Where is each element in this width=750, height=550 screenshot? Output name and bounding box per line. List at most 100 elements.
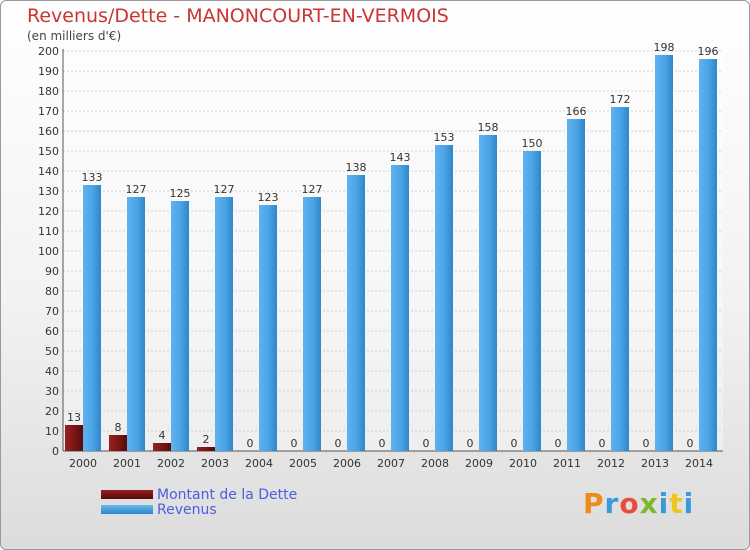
y-tick-label: 170 bbox=[38, 105, 59, 118]
x-tick-label: 2003 bbox=[201, 457, 229, 470]
x-tick-label: 2008 bbox=[421, 457, 449, 470]
data-label-revenus: 143 bbox=[390, 151, 411, 164]
logo-letter: t bbox=[669, 487, 684, 520]
y-tick-label: 40 bbox=[45, 365, 59, 378]
x-tick-label: 2013 bbox=[641, 457, 669, 470]
data-label-revenus: 125 bbox=[170, 187, 191, 200]
bar-dette bbox=[197, 447, 215, 451]
x-tick-label: 2005 bbox=[289, 457, 317, 470]
data-label-dette: 8 bbox=[115, 421, 122, 434]
legend-label-revenus: Revenus bbox=[157, 501, 217, 518]
data-label-revenus: 133 bbox=[82, 171, 103, 184]
x-tick-label: 2000 bbox=[69, 457, 97, 470]
chart-title: Revenus/Dette - MANONCOURT-EN-VERMOIS bbox=[27, 5, 449, 27]
data-label-dette: 0 bbox=[467, 437, 474, 450]
x-tick-label: 2012 bbox=[597, 457, 625, 470]
y-tick-label: 150 bbox=[38, 145, 59, 158]
data-label-dette: 0 bbox=[423, 437, 430, 450]
x-tick-label: 2002 bbox=[157, 457, 185, 470]
data-label-revenus: 127 bbox=[214, 183, 235, 196]
y-tick-label: 100 bbox=[38, 245, 59, 258]
legend-label-dette: Montant de la Dette bbox=[157, 486, 298, 503]
data-label-dette: 2 bbox=[203, 433, 210, 446]
x-tick-label: 2001 bbox=[113, 457, 141, 470]
y-tick-label: 90 bbox=[45, 265, 59, 278]
data-label-revenus: 150 bbox=[522, 137, 543, 150]
y-tick-label: 70 bbox=[45, 305, 59, 318]
legend-item-dette: Montant de la Dette bbox=[101, 486, 298, 503]
data-label-revenus: 127 bbox=[302, 183, 323, 196]
data-label-dette: 0 bbox=[511, 437, 518, 450]
logo-text: Proxiti bbox=[583, 487, 694, 520]
bar-dette bbox=[109, 435, 127, 451]
x-tick-label: 2010 bbox=[509, 457, 537, 470]
bar-revenus bbox=[347, 175, 365, 451]
data-label-revenus: 166 bbox=[566, 105, 587, 118]
bar-revenus bbox=[171, 201, 189, 451]
x-tick-label: 2011 bbox=[553, 457, 581, 470]
logo-letter: x bbox=[639, 487, 659, 520]
y-tick-label: 120 bbox=[38, 205, 59, 218]
data-label-revenus: 127 bbox=[126, 183, 147, 196]
y-tick-label: 50 bbox=[45, 345, 59, 358]
y-tick-label: 180 bbox=[38, 85, 59, 98]
legend-swatch-revenus bbox=[101, 505, 153, 514]
y-tick-label: 130 bbox=[38, 185, 59, 198]
bar-dette bbox=[65, 425, 83, 451]
bar-revenus bbox=[259, 205, 277, 451]
x-tick-label: 2007 bbox=[377, 457, 405, 470]
proxiti-logo: Proxiti bbox=[583, 487, 694, 520]
logo-letter: P bbox=[583, 487, 605, 520]
y-tick-label: 30 bbox=[45, 385, 59, 398]
x-tick-label: 2009 bbox=[465, 457, 493, 470]
logo-letter: o bbox=[619, 487, 640, 520]
bar-revenus bbox=[303, 197, 321, 451]
data-label-dette: 0 bbox=[643, 437, 650, 450]
data-label-revenus: 153 bbox=[434, 131, 455, 144]
bar-revenus bbox=[699, 59, 717, 451]
bar-dette bbox=[153, 443, 171, 451]
y-tick-label: 140 bbox=[38, 165, 59, 178]
y-tick-label: 200 bbox=[38, 45, 59, 58]
y-tick-label: 0 bbox=[52, 445, 59, 458]
data-label-revenus: 172 bbox=[610, 93, 631, 106]
data-label-dette: 4 bbox=[159, 429, 166, 442]
y-tick-label: 190 bbox=[38, 65, 59, 78]
y-tick-label: 60 bbox=[45, 325, 59, 338]
y-tick-label: 10 bbox=[45, 425, 59, 438]
data-label-dette: 0 bbox=[247, 437, 254, 450]
bar-revenus bbox=[523, 151, 541, 451]
chart-subtitle: (en milliers d'€) bbox=[27, 29, 122, 43]
data-label-dette: 0 bbox=[291, 437, 298, 450]
y-tick-label: 80 bbox=[45, 285, 59, 298]
logo-letter: i bbox=[658, 487, 670, 520]
legend: Montant de la Dette Revenus bbox=[101, 486, 298, 518]
data-label-dette: 0 bbox=[555, 437, 562, 450]
legend-swatch-dette bbox=[101, 490, 153, 499]
bar-revenus bbox=[479, 135, 497, 451]
bar-revenus bbox=[611, 107, 629, 451]
bar-revenus bbox=[567, 119, 585, 451]
x-tick-label: 2014 bbox=[685, 457, 713, 470]
data-label-dette: 0 bbox=[379, 437, 386, 450]
data-label-revenus: 158 bbox=[478, 121, 499, 134]
bar-revenus bbox=[391, 165, 409, 451]
legend-item-revenus: Revenus bbox=[101, 501, 297, 518]
x-tick-label: 2006 bbox=[333, 457, 361, 470]
logo-letter: i bbox=[683, 487, 695, 520]
data-label-revenus: 138 bbox=[346, 161, 367, 174]
data-label-dette: 13 bbox=[67, 411, 81, 424]
bar-revenus bbox=[127, 197, 145, 451]
x-tick-label: 2004 bbox=[245, 457, 273, 470]
data-label-revenus: 123 bbox=[258, 191, 279, 204]
data-label-dette: 0 bbox=[335, 437, 342, 450]
y-tick-label: 160 bbox=[38, 125, 59, 138]
data-label-revenus: 198 bbox=[654, 41, 675, 54]
y-tick-label: 110 bbox=[38, 225, 59, 238]
data-label-revenus: 196 bbox=[698, 45, 719, 58]
bar-revenus bbox=[215, 197, 233, 451]
data-label-dette: 0 bbox=[687, 437, 694, 450]
bar-revenus bbox=[435, 145, 453, 451]
